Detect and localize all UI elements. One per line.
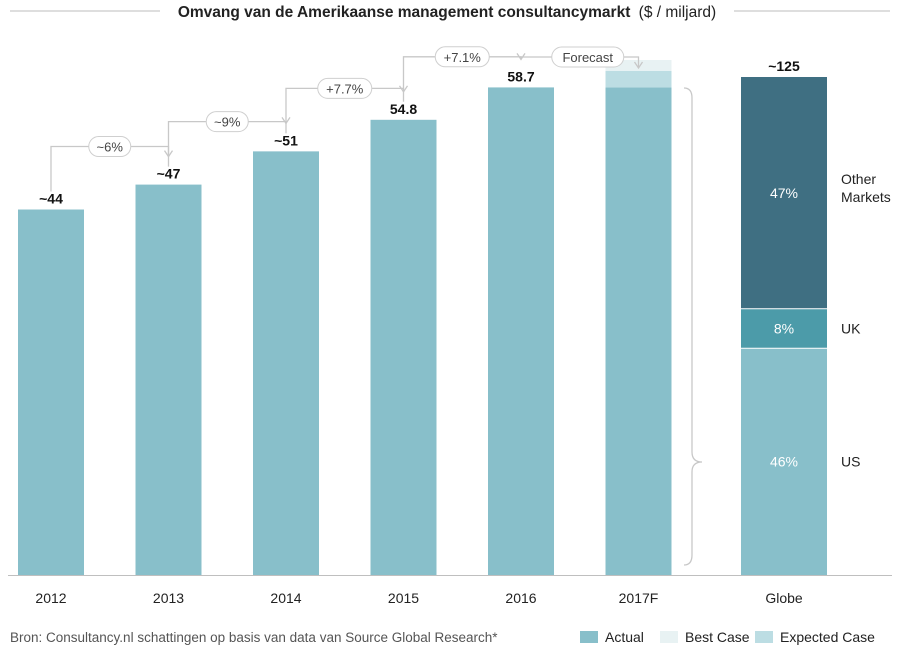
growth-label-0-pill: [88, 136, 132, 158]
bar-expected-2017F: [605, 70, 672, 88]
value-label-2014: ~51: [274, 132, 298, 148]
globe-segment-other-markets: [741, 77, 827, 309]
growth-label-3-text: +7.1%: [444, 50, 482, 65]
globe-segment-label-2-1: Markets: [841, 189, 891, 205]
growth-label-3-pill: [434, 46, 490, 68]
bracket: [683, 87, 703, 566]
bar-actual-2015: [370, 119, 437, 575]
source-note: Bron: Consultancy.nl schattingen op basi…: [10, 630, 498, 645]
bar-actual-2014: [253, 151, 319, 575]
legend-label-expected-case: Expected Case: [780, 629, 875, 645]
bar-actual-2013: [135, 184, 202, 575]
value-label-2012: ~44: [39, 191, 63, 207]
x-tick-2012: 2012: [35, 590, 66, 606]
legend: Actual Best Case Expected Case: [580, 629, 875, 645]
chart-title: Omvang van de Amerikaanse management con…: [178, 4, 716, 21]
legend-label-actual: Actual: [605, 629, 644, 645]
bar-actual-2017F: [605, 87, 672, 576]
growth-label-0-text: ~6%: [97, 140, 124, 155]
growth-label-2-text: +7.7%: [326, 81, 364, 96]
growth-label-1-pill: [205, 111, 249, 133]
globe-bar-group: 46% US 8% UK 47% Other Markets ~125 Globe: [741, 58, 891, 606]
legend-label-best-case: Best Case: [685, 629, 750, 645]
legend-swatch-expected-case: [755, 631, 773, 643]
chart-title-unit: ($ / miljard): [639, 4, 717, 21]
globe-segment-label-0-0: US: [841, 454, 860, 470]
globe-segment-label-1-0: UK: [841, 320, 861, 336]
bar-actual-2012: [18, 209, 84, 576]
bar-actual-2016: [488, 87, 554, 576]
legend-swatch-actual: [580, 631, 598, 643]
globe-segment-label-2-0: Other: [841, 171, 876, 187]
x-tick-labels: 2012 2013 2014 2015 2016 2017F: [35, 590, 658, 606]
x-tick-globe: Globe: [765, 590, 803, 606]
value-label-2013: ~47: [157, 166, 181, 182]
globe-total-label: ~125: [768, 58, 800, 74]
bar-labels-group: ~44 ~47 ~51 54.8 58.7: [39, 68, 535, 206]
chart-title-main: Omvang van de Amerikaanse management con…: [178, 4, 631, 21]
growth-arrow-head-3: [516, 53, 526, 61]
x-tick-2014: 2014: [270, 590, 301, 606]
globe-segment-value-0: 46%: [770, 454, 798, 470]
forecast-arrow-head: [633, 61, 644, 70]
legend-swatch-best-case: [660, 631, 678, 643]
x-tick-2016: 2016: [505, 590, 536, 606]
forecast-label-pill: [551, 46, 625, 68]
x-tick-2013: 2013: [153, 590, 184, 606]
growth-label-2-pill: [317, 77, 373, 99]
growth-arrows: ~6% ~9% +7.7% +7.1% Forecast: [50, 46, 644, 192]
value-label-2016: 58.7: [507, 68, 534, 84]
globe-segment-us: [741, 348, 827, 575]
value-label-2015: 54.8: [390, 101, 417, 117]
globe-segment-value-2: 47%: [770, 185, 798, 201]
growth-label-1-text: ~9%: [214, 115, 241, 130]
globe-segment-uk: [741, 308, 827, 349]
forecast-label-text: Forecast: [562, 50, 613, 65]
x-tick-2017F: 2017F: [619, 590, 659, 606]
globe-segment-value-1: 8%: [774, 320, 794, 336]
x-tick-2015: 2015: [388, 590, 419, 606]
